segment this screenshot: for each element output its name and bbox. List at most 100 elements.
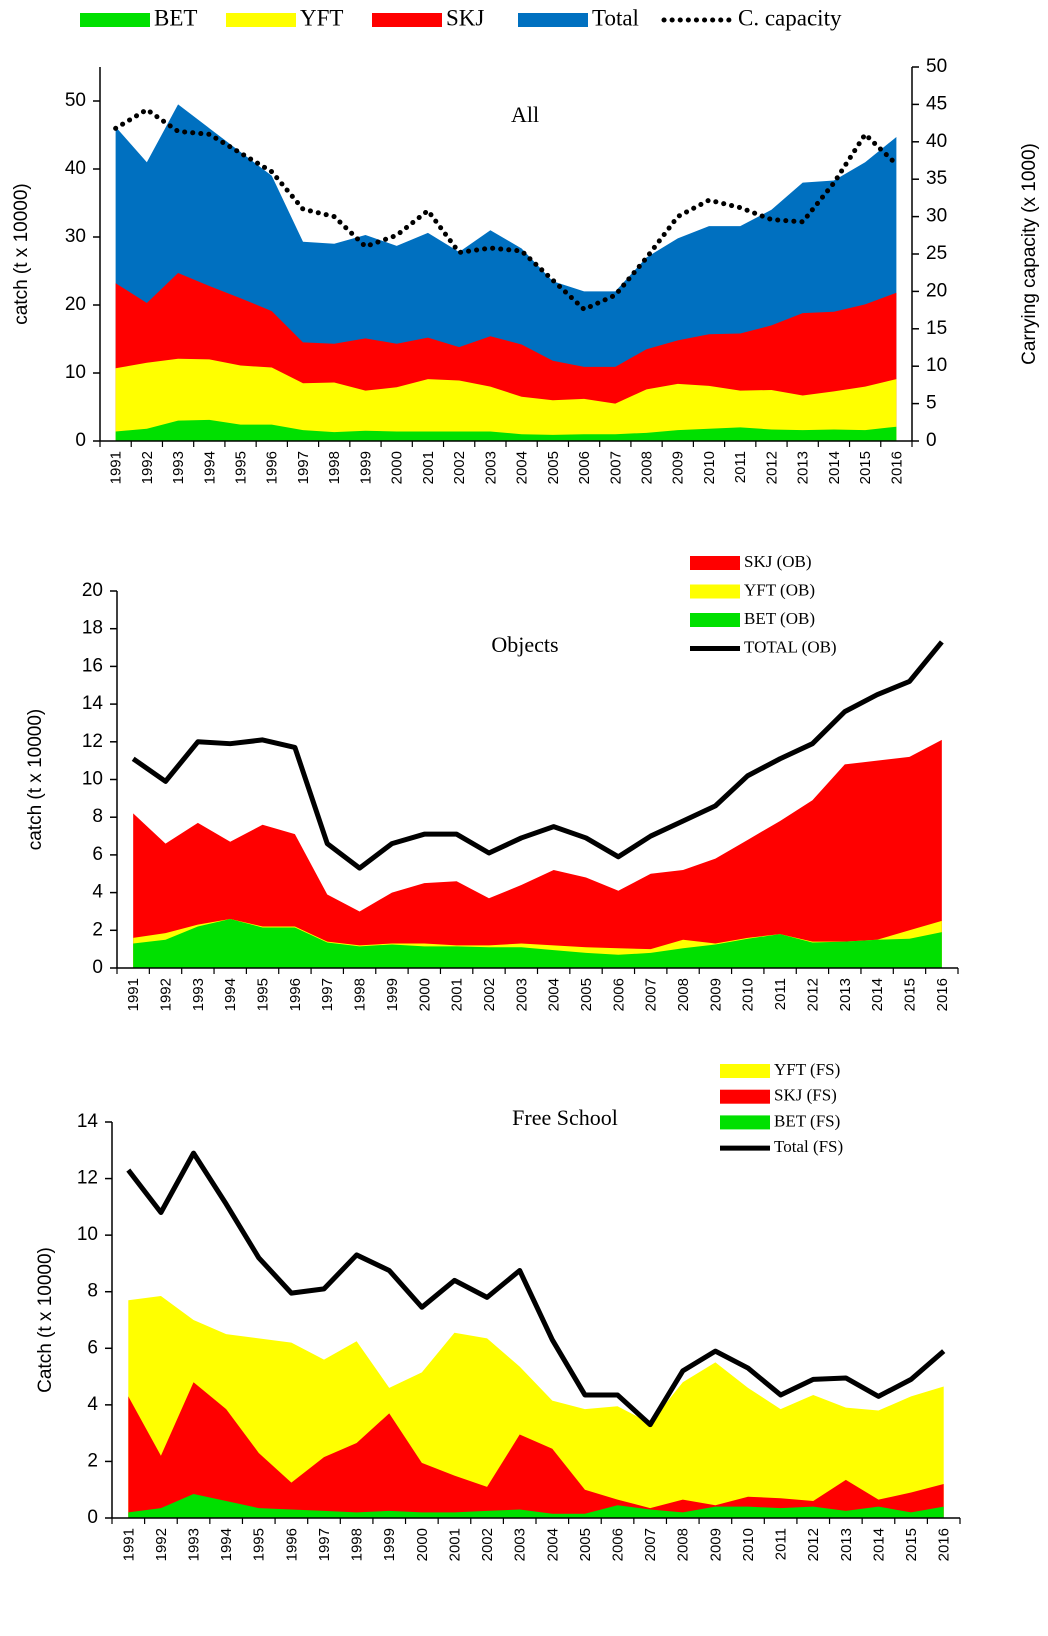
x-tick-label: 1992 [157,978,174,1011]
y2-tick-label: 20 [926,280,947,301]
x-tick-label: 2004 [546,978,563,1011]
x-tick-label: 2003 [482,451,499,484]
y2-tick-label: 35 [926,168,947,189]
y-tick-label: 8 [87,1281,98,1302]
y2-tick-label: 10 [926,355,947,376]
legend-label: BET (FS) [774,1111,840,1130]
x-tick-label: 1999 [384,978,401,1011]
legend-swatch [720,1089,770,1104]
x-tick-label: 2016 [934,978,951,1011]
y2-tick-label: 40 [926,131,947,152]
x-tick-label: 1997 [295,451,312,484]
x-tick-label: 2013 [795,451,812,484]
x-tick-label: 2000 [416,978,433,1011]
y-tick-label: 50 [65,90,86,111]
y-tick-label: 40 [65,158,86,179]
legend-swatch [690,613,740,627]
x-tick-label: 2015 [903,1528,920,1561]
y2-tick-label: 15 [926,318,947,339]
x-tick-label: 1997 [319,978,336,1011]
y-tick-label: 6 [87,1337,98,1358]
x-tick-label: 2001 [446,1528,463,1561]
x-tick-label: 1999 [357,451,374,484]
x-tick-label: 1992 [139,451,156,484]
x-tick-label: 2013 [838,1528,855,1561]
x-tick-label: 2000 [389,451,406,484]
line [126,1150,946,1428]
legend-swatch [690,584,740,599]
x-tick-label: 1992 [153,1528,170,1561]
y2-tick-label: 45 [926,93,947,114]
x-tick-label: 2005 [578,978,595,1011]
x-tick-label: 1991 [120,1528,137,1561]
x-tick-label: 2014 [870,1528,887,1561]
x-tick-label: 1999 [381,1528,398,1561]
y2-tick-label: 5 [926,393,937,414]
x-tick-label: 1991 [108,451,125,484]
y-axis-label: catch (t x 10000) [11,183,32,325]
y-tick-label: 2 [87,1450,98,1471]
y-tick-label: 20 [82,580,103,601]
y2-tick-label: 30 [926,206,947,227]
x-tick-label: 2012 [805,1528,822,1561]
chart-title: All [511,102,539,127]
legend-swatch [372,13,442,27]
chart-title: Free School [512,1105,618,1130]
legend-swatch [690,556,740,570]
x-tick-label: 2001 [420,451,437,484]
y-tick-label: 2 [92,919,103,940]
legend-label: BET (OB) [744,609,815,628]
y-tick-label: 10 [82,769,103,790]
x-tick-label: 2003 [513,978,530,1011]
chart-title: Objects [491,632,558,657]
x-tick-label: 2013 [837,978,854,1011]
y-tick-label: 6 [92,844,103,865]
x-tick-label: 1998 [349,1528,366,1561]
y2-tick-label: 50 [926,56,947,77]
x-tick-label: 1994 [222,978,239,1011]
legend-label: YFT (FS) [774,1060,840,1079]
legend-label: SKJ [446,5,484,30]
x-tick-label: 2011 [732,451,749,483]
x-tick-label: 2009 [670,451,687,484]
x-tick-label: 1996 [283,1528,300,1561]
line [113,107,899,312]
area [133,739,942,968]
y-tick-label: 4 [87,1394,98,1415]
y-tick-label: 12 [82,731,103,752]
y-tick-label: 14 [82,693,104,714]
x-tick-label: 1998 [352,978,369,1011]
x-tick-label: 2005 [577,1528,594,1561]
area [115,358,897,441]
x-tick-label: 2006 [576,451,593,484]
y-tick-label: 18 [82,618,103,639]
x-tick-label: 2007 [642,1528,659,1561]
legend-label: SKJ (OB) [744,552,812,571]
y-tick-label: 30 [65,226,86,247]
y-tick-label: 16 [82,655,103,676]
x-tick-label: 2003 [512,1528,529,1561]
legend-label: YFT (OB) [744,580,815,599]
x-tick-label: 2010 [701,451,718,484]
y-tick-label: 4 [92,882,103,903]
x-tick-label: 2008 [675,978,692,1011]
area [133,918,942,968]
x-tick-label: 2014 [869,978,886,1011]
x-tick-label: 2004 [544,1528,561,1561]
legend-swatch [518,13,588,27]
y2-tick-label: 25 [926,243,947,264]
x-tick-label: 2010 [740,1528,757,1561]
y-tick-label: 20 [65,294,86,315]
legend-label: Total [592,5,639,30]
y-axis-label: Catch (t x 10000) [35,1247,56,1393]
x-tick-label: 1993 [170,451,187,484]
x-tick-label: 2005 [545,451,562,484]
x-tick-label: 2012 [804,978,821,1011]
x-tick-label: 2012 [763,451,780,484]
legend-swatch [720,1064,770,1078]
y-axis-label: catch (t x 10000) [25,709,46,851]
x-tick-label: 1994 [201,451,218,484]
x-tick-label: 2002 [481,978,498,1011]
x-tick-label: 2015 [901,978,918,1011]
